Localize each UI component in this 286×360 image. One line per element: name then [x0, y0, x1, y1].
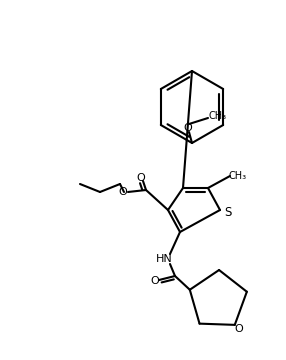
Text: HN: HN: [156, 254, 172, 264]
Text: CH₃: CH₃: [209, 111, 227, 121]
Text: O: O: [137, 173, 145, 183]
Text: O: O: [184, 123, 192, 133]
Text: CH₃: CH₃: [229, 171, 247, 181]
Text: O: O: [119, 187, 127, 197]
Text: S: S: [224, 206, 232, 219]
Text: O: O: [235, 324, 243, 334]
Text: O: O: [151, 276, 159, 286]
